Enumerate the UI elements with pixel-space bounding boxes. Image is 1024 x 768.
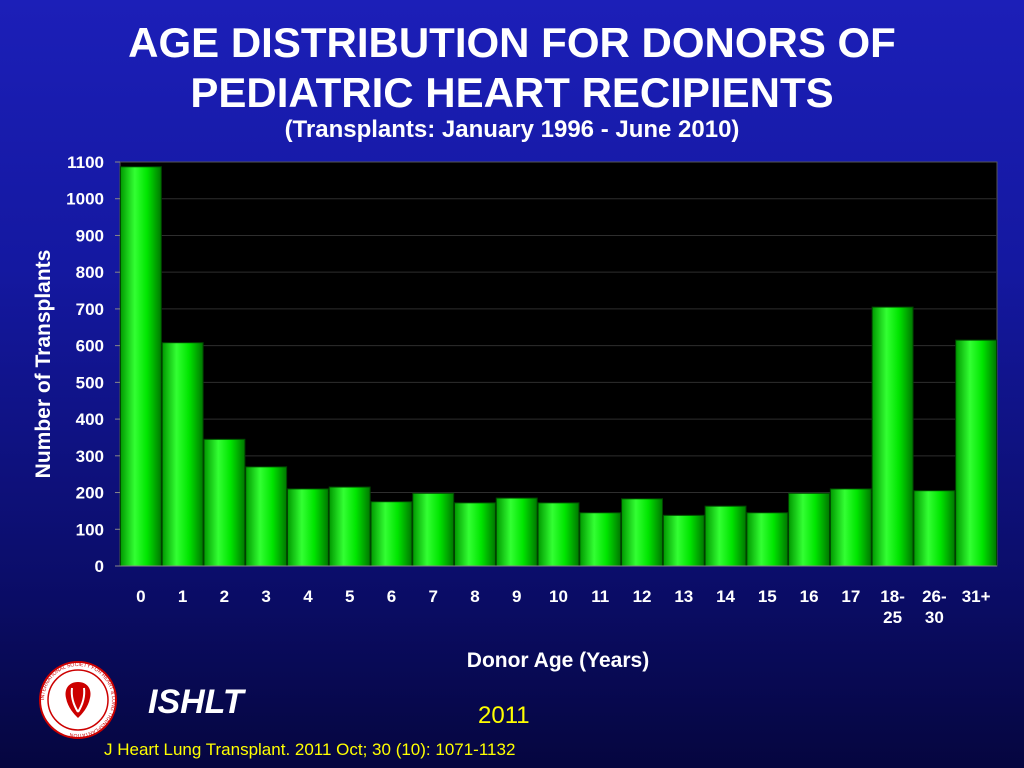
citation: J Heart Lung Transplant. 2011 Oct; 30 (1… [104,740,516,759]
y-tick-label: 1000 [66,190,104,209]
bar-age-16 [788,492,831,567]
x-tick-label: 16 [800,587,819,606]
x-tick-label: 7 [428,587,437,606]
y-tick-label: 700 [76,300,104,319]
bar-age-1 [161,342,204,567]
y-tick-label: 800 [76,263,104,282]
page-title-line1: AGE DISTRIBUTION FOR DONORS OF [128,19,896,66]
ishlt-seal-icon: INTERNATIONAL SOCIETY FOR HEART & LUNG T… [39,661,117,739]
bar-age-13 [662,514,705,567]
bar-age-17 [829,488,872,567]
x-tick-label: 8 [470,587,479,606]
x-tick-label: 1 [178,587,187,606]
x-tick-label: 10 [549,587,568,606]
x-tick-label: 14 [716,587,735,606]
y-tick-label: 300 [76,447,104,466]
y-tick-labels: 0 100 200 300 400 500 600 700 800 900 1000 1100 [66,153,120,576]
x-tick-label: 13 [674,587,693,606]
bar-age-26-30 [913,490,956,567]
x-tick-label: 11 [591,587,609,606]
bar-age-15 [746,512,789,567]
x-tick-label: 9 [512,587,521,606]
bar-age-5 [328,486,371,567]
x-tick-label: 31+ [962,587,991,606]
x-tick-label: 12 [633,587,652,606]
bars [119,166,998,567]
publication-year: 2011 [478,702,530,729]
y-tick-label: 400 [76,410,104,429]
organization-name: ISHLT [148,683,244,721]
x-tick-label: 2 [220,587,229,606]
y-tick-label: 1100 [67,153,104,172]
x-tick-label: 17 [841,587,860,606]
x-tick-label: 5 [345,587,354,606]
x-tick-label: 18-25 [880,587,905,627]
y-tick-label: 500 [76,373,104,392]
y-tick-label: 600 [76,337,104,356]
page-title-line2: PEDIATRIC HEART RECIPIENTS [190,69,834,116]
y-tick-label: 100 [76,520,104,539]
bar-age-10 [537,502,580,567]
bar-age-7 [412,492,455,567]
bar-age-3 [245,466,288,567]
y-tick-label: 900 [76,226,104,245]
x-tick-label: 26-30 [922,587,947,627]
bar-age-9 [495,497,538,567]
bar-age-18-25 [871,306,914,567]
x-axis-title: Donor Age (Years) [467,649,649,672]
bar-age-11 [579,512,622,567]
bar-age-6 [370,501,413,567]
y-axis-title: Number of Transplants [32,250,55,479]
bar-age-12 [621,498,663,567]
bar-age-0 [119,166,162,567]
bar-age-2 [203,438,246,567]
x-tick-label: 4 [303,587,313,606]
x-tick-label: 0 [136,587,145,606]
page-subtitle: (Transplants: January 1996 - June 2010) [284,116,740,143]
bar-age-4 [286,488,329,567]
bar-age-31+ [955,339,998,567]
bar-age-8 [454,502,496,567]
y-tick-label: 200 [76,484,104,503]
y-tick-label: 0 [95,557,104,576]
bar-age-14 [704,505,747,567]
x-tick-label: 6 [387,587,396,606]
x-tick-label: 3 [261,587,270,606]
x-tick-label: 15 [758,587,777,606]
